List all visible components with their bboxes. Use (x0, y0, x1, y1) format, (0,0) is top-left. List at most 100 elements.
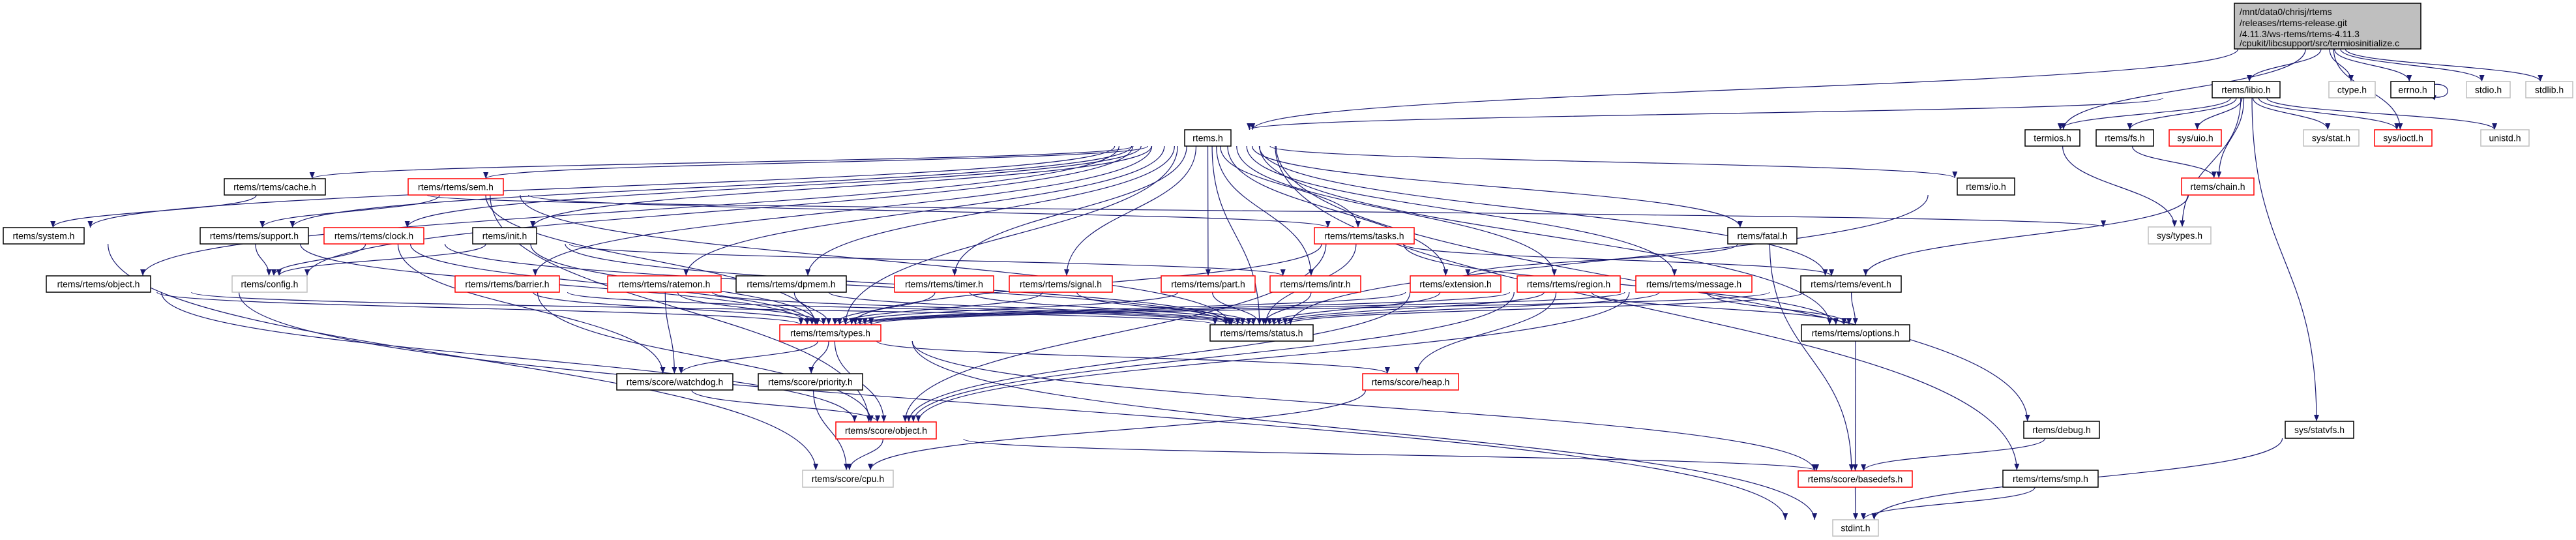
node-systypes[interactable]: sys/types.h (2148, 226, 2212, 245)
node-clock[interactable]: rtems/rtems/clock.h (323, 227, 424, 245)
edge-event-to-options (1850, 292, 1858, 325)
edge-message-to-options (1706, 292, 1852, 325)
node-sem[interactable]: rtems/rtems/sem.h (407, 178, 504, 196)
node-box (1801, 324, 1910, 342)
node-region[interactable]: rtems/rtems/region.h (1517, 275, 1621, 293)
edge-sem-to-types (485, 194, 818, 325)
node-errno[interactable]: errno.h (2390, 81, 2435, 98)
node-io[interactable]: rtems/io.h (1957, 177, 2015, 196)
node-label: rtems/rtems/event.h (1811, 279, 1891, 290)
node-fs[interactable]: rtems/fs.h (2095, 129, 2154, 147)
edge-barrier-to-types (533, 292, 820, 325)
node-box (1314, 227, 1415, 245)
node-intr[interactable]: rtems/rtems/intr.h (1269, 275, 1361, 293)
node-ctype[interactable]: ctype.h (2328, 81, 2376, 98)
edge-main-to-rtems (1250, 48, 2239, 130)
edge-message-to-sobject (915, 292, 1630, 423)
node-label: rtems/score/heap.h (1372, 377, 1450, 387)
node-sobject[interactable]: rtems/score/object.h (835, 421, 937, 440)
node-termios[interactable]: termios.h (2024, 129, 2080, 147)
node-box (323, 227, 424, 245)
edge-libio-to-ioctl (2258, 97, 2400, 130)
node-stdlib[interactable]: stdlib.h (2525, 81, 2573, 98)
node-status[interactable]: rtems/rtems/status.h (1209, 324, 1314, 342)
node-label: rtems/rtems/types.h (790, 328, 870, 338)
edge-libio-to-uio (2195, 97, 2243, 130)
node-robject[interactable]: rtems/rtems/object.h (46, 275, 151, 293)
edge-main-to-stdlib (2345, 48, 2543, 82)
node-box (2303, 129, 2360, 147)
edge-rtems-to-status (1211, 145, 1262, 325)
node-box (2148, 226, 2212, 245)
node-watchdog[interactable]: rtems/score/watchdog.h (616, 373, 733, 391)
edge-barrier-to-sobject (537, 292, 874, 423)
node-init[interactable]: rtems/init.h (472, 227, 537, 245)
node-extension[interactable]: rtems/extension.h (1410, 275, 1502, 293)
edge-sobject-to-cpu (846, 438, 883, 471)
node-label: rtems.h (1192, 133, 1223, 143)
node-unistd[interactable]: unistd.h (2480, 129, 2530, 147)
node-box (1800, 275, 1902, 293)
node-support[interactable]: rtems/rtems/support.h (200, 227, 309, 245)
edge-fs-to-chain (2131, 145, 2217, 179)
node-label: rtems/io.h (1966, 181, 2006, 192)
edge-rtems-to-sem (483, 145, 1148, 179)
node-timer[interactable]: rtems/rtems/timer.h (894, 275, 994, 293)
node-config[interactable]: rtems/config.h (231, 275, 308, 293)
node-label: ctype.h (2337, 85, 2367, 95)
node-event[interactable]: rtems/rtems/event.h (1800, 275, 1902, 293)
node-heap[interactable]: rtems/score/heap.h (1362, 373, 1459, 391)
node-cpu[interactable]: rtems/score/cpu.h (802, 470, 894, 488)
node-cache[interactable]: rtems/rtems/cache.h (224, 178, 326, 196)
edge-cache-to-system (50, 194, 257, 228)
node-label: rtems/rtems/object.h (57, 279, 140, 290)
node-box (3, 227, 85, 245)
edge-libio-to-stat (2252, 97, 2331, 130)
node-fatal[interactable]: rtems/fatal.h (1727, 227, 1798, 245)
node-label: rtems/rtems/signal.h (1020, 279, 1102, 290)
root-file-node[interactable]: /mnt/data0/chrisj/rtems /releases/rtems-… (2234, 3, 2421, 50)
node-rtems[interactable]: rtems.h (1184, 129, 1232, 147)
node-basedefs[interactable]: rtems/score/basedefs.h (1798, 470, 1913, 488)
node-options[interactable]: rtems/rtems/options.h (1801, 324, 1910, 342)
node-uio[interactable]: sys/uio.h (2169, 129, 2222, 147)
edge-robject-to-types (156, 292, 804, 325)
node-label: sys/ioctl.h (2383, 133, 2423, 143)
node-priority[interactable]: rtems/score/priority.h (758, 373, 863, 391)
node-label: rtems/fs.h (2105, 133, 2144, 143)
node-stdint[interactable]: stdint.h (1832, 519, 1879, 537)
node-box (454, 275, 560, 293)
edge-cache-to-systypes (426, 194, 2106, 228)
node-types[interactable]: rtems/rtems/types.h (779, 324, 881, 342)
node-statvfs[interactable]: sys/statvfs.h (2285, 421, 2354, 439)
node-label: rtems/rtems/smp.h (2013, 473, 2088, 484)
node-stat[interactable]: sys/stat.h (2303, 129, 2360, 147)
node-tasks[interactable]: rtems/rtems/tasks.h (1314, 227, 1415, 245)
node-signal[interactable]: rtems/rtems/signal.h (1009, 275, 1113, 293)
node-dpmem[interactable]: rtems/rtems/dpmem.h (735, 275, 847, 293)
node-box (1009, 275, 1113, 293)
node-label: sys/uio.h (2177, 133, 2213, 143)
edge-rtems-to-barrier (533, 145, 1153, 277)
node-barrier[interactable]: rtems/rtems/barrier.h (454, 275, 560, 293)
node-chain[interactable]: rtems/chain.h (2181, 177, 2255, 196)
node-ratemon[interactable]: rtems/rtems/ratemon.h (607, 275, 722, 293)
node-message[interactable]: rtems/rtems/message.h (1635, 275, 1753, 293)
edge-fatal-to-basedefs (1769, 243, 1854, 472)
edge-heap-to-cpu (868, 389, 1367, 471)
node-label: rtems/debug.h (2032, 425, 2091, 435)
edge-types-to-stdint (911, 340, 1817, 520)
edge-support-to-config (255, 243, 272, 277)
node-label: unistd.h (2489, 133, 2521, 143)
node-ioctl[interactable]: sys/ioctl.h (2374, 129, 2433, 147)
edge-libio-to-systypes (2180, 97, 2242, 228)
edge-extension-to-types (853, 292, 1406, 325)
node-libio[interactable]: rtems/libio.h (2212, 81, 2281, 98)
node-part[interactable]: rtems/rtems/part.h (1161, 275, 1256, 293)
node-label: rtems/score/cpu.h (812, 473, 884, 484)
node-smp[interactable]: rtems/rtems/smp.h (2002, 470, 2099, 488)
node-label: sys/types.h (2157, 230, 2202, 241)
node-debug[interactable]: rtems/debug.h (2023, 421, 2100, 439)
node-system[interactable]: rtems/system.h (3, 227, 85, 245)
node-stdio[interactable]: stdio.h (2466, 81, 2511, 98)
